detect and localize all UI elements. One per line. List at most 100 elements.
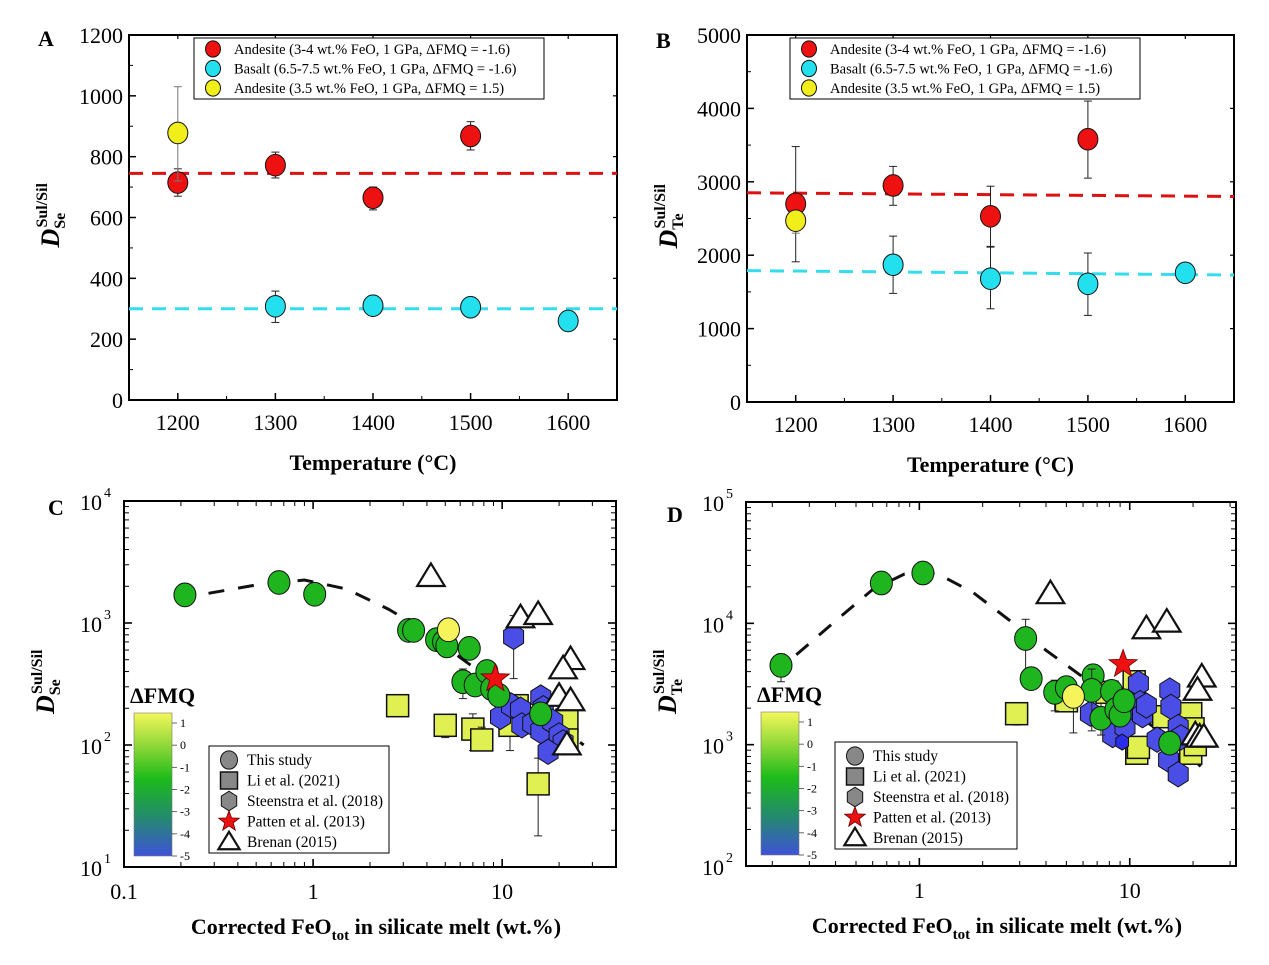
y-tick-label: 10 <box>80 612 102 637</box>
y-tick-label: 5000 <box>697 23 741 48</box>
colorbar-tick-label: 0 <box>180 738 186 752</box>
y-tick-label: 10 <box>80 856 102 881</box>
y-axis-label-text: DSe <box>36 213 69 249</box>
circle-marker <box>457 635 481 661</box>
y-tick-exponent: 5 <box>726 487 733 502</box>
x-tick-label: 1400 <box>351 410 395 435</box>
y-tick-label: 10 <box>702 612 724 637</box>
legend-label: Andesite (3-4 wt.% FeO, 1 GPa, ΔFMQ = -1… <box>234 42 510 58</box>
x-tick-label: 0.1 <box>110 879 138 904</box>
x-label-sub: tot <box>332 928 350 944</box>
data-point <box>1174 261 1196 285</box>
y-tick-exponent: 3 <box>104 608 111 623</box>
x-tick-label: 1400 <box>969 412 1013 437</box>
y-tick-exponent: 2 <box>104 730 111 745</box>
y-label-main: D <box>653 695 682 715</box>
legend-box <box>193 37 545 100</box>
square-marker <box>470 728 494 752</box>
square-marker <box>1126 735 1151 760</box>
x-tick-label: 10 <box>491 879 513 904</box>
circle-marker <box>436 617 460 643</box>
y-label-main: D <box>654 230 683 250</box>
y-label-sup: Sul/Sil <box>29 649 46 694</box>
circle-marker <box>1061 684 1085 709</box>
legend-label: Steenstra et al. (2018) <box>873 789 1009 806</box>
triangle-marker <box>522 599 554 626</box>
panel-label: D <box>667 502 683 527</box>
y-tick-base: 10 <box>80 734 102 759</box>
star-marker <box>480 662 511 692</box>
circle-marker <box>1014 626 1038 651</box>
circle-marker <box>1019 666 1043 692</box>
legend-star-icon <box>843 805 867 828</box>
x-label-rest: in silicate melt (wt.%) <box>970 913 1182 938</box>
y-tick-base: 10 <box>80 612 102 637</box>
y-label-sub: Se <box>47 679 64 695</box>
colorbar-tick-label: -5 <box>180 849 190 863</box>
y-axis-label-text: DTe <box>653 679 686 715</box>
legend-label: Andesite (3-4 wt.% FeO, 1 GPa, ΔFMQ = -1… <box>830 42 1106 58</box>
legend-label: Basalt (6.5-7.5 wt.% FeO, 1 GPa, ΔFMQ = … <box>234 62 517 78</box>
colorbar-tick-label: -1 <box>807 759 817 773</box>
star-marker <box>1107 648 1139 678</box>
legend-label: Patten et al. (2013) <box>247 814 365 831</box>
x-axis-label: Temperature (°C) <box>289 450 456 475</box>
y-tick-label: 0 <box>112 388 123 413</box>
circle-marker <box>303 581 327 607</box>
legend-square-icon <box>219 771 239 790</box>
square-marker <box>433 713 457 738</box>
circle-marker <box>402 617 426 643</box>
legend-star-icon <box>217 809 241 832</box>
data-point <box>882 174 904 197</box>
colorbar-tick-label: 0 <box>807 737 813 751</box>
x-label-main: Corrected FeO <box>191 914 332 939</box>
x-label-rest: in silicate melt (wt.%) <box>349 914 561 939</box>
colorbar-tick-label: -3 <box>807 804 817 818</box>
y-tick-base: 10 <box>702 491 724 516</box>
legend-label: Li et al. (2021) <box>873 769 966 786</box>
y-tick-label: 0 <box>730 390 741 415</box>
x-tick-label: 1 <box>308 879 319 904</box>
colorbar-tick-label: -4 <box>180 827 190 841</box>
legend-label: Brenan (2015) <box>247 834 337 851</box>
circle-marker <box>529 701 553 727</box>
triangle-marker <box>1151 606 1183 633</box>
data-point <box>264 153 286 177</box>
circle-marker <box>173 582 197 608</box>
legend-label: Brenan (2015) <box>873 830 963 847</box>
y-label-sup: Sul/Sil <box>651 649 668 694</box>
triangle-marker <box>1188 721 1220 748</box>
colorbar-title: ΔFMQ <box>130 683 195 708</box>
triangle-marker <box>1034 578 1067 605</box>
panel-a: A 1200 1300 1400 1500 1600 0 200 400 600 800 1000 12… <box>34 23 618 475</box>
y-tick-base: 10 <box>702 734 724 759</box>
legend-marker <box>801 59 817 78</box>
square-marker <box>1004 701 1029 726</box>
hexagon-marker <box>537 738 559 765</box>
x-tick-label: 1600 <box>1163 412 1207 437</box>
y-tick-label: 10 <box>702 734 724 759</box>
colorbar-title: ΔFMQ <box>757 682 822 707</box>
y-label-main: D <box>36 229 65 249</box>
x-axis-label: Temperature (°C) <box>907 452 1074 477</box>
data-point <box>557 309 579 333</box>
y-tick-label: 800 <box>90 145 123 170</box>
data-point <box>264 295 286 318</box>
legend-box <box>834 741 1018 850</box>
y-label-sup: Sul/Sil <box>34 182 51 227</box>
y-tick-exponent: 4 <box>726 608 733 623</box>
y-label-sub: Te <box>669 679 686 695</box>
data-point <box>1077 127 1099 151</box>
data-point <box>882 253 904 277</box>
x-label-main: Corrected FeO <box>812 913 953 938</box>
legend-marker <box>801 40 817 58</box>
y-tick-base: 10 <box>80 856 102 881</box>
y-tick-base: 10 <box>702 855 724 880</box>
y-tick-label: 600 <box>90 206 123 231</box>
legend-triangle-icon <box>842 825 868 847</box>
colorbar-tick-label: -5 <box>807 848 817 862</box>
